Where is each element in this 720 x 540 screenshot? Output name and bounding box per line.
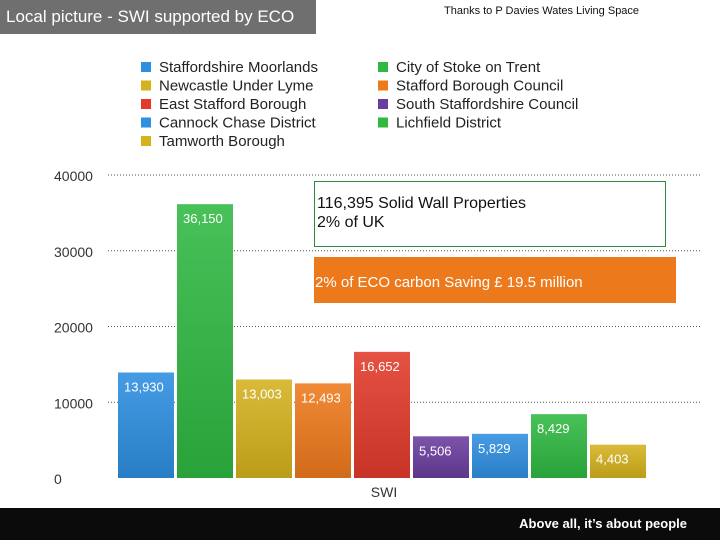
footer-slogan: Above all, it’s about people <box>519 516 687 531</box>
legend-swatch <box>141 99 151 109</box>
callout-box: 116,395 Solid Wall Properties 2% of UK <box>314 181 666 247</box>
y-tick-label: 10000 <box>54 395 93 411</box>
legend-swatch <box>141 62 151 72</box>
y-tick-label: 20000 <box>54 320 93 336</box>
bar-lichfield-district <box>531 414 587 478</box>
bar-value-label: 16,652 <box>360 359 400 374</box>
bar-chart: 0 10000 20000 30000 40000 SWI Staffordshire M… <box>54 59 700 500</box>
bar-city-of-stoke-on-trent <box>177 204 233 478</box>
legend-label: Newcastle Under Lyme <box>159 78 314 95</box>
legend-swatch <box>378 99 388 109</box>
bar-tamworth-borough <box>590 444 646 478</box>
legend-label: Tamworth Borough <box>159 133 285 150</box>
y-tick-label: 0 <box>54 471 62 487</box>
y-tick-label: 30000 <box>54 244 93 260</box>
legend-swatch <box>141 117 151 128</box>
footer-bar: Above all, it’s about people <box>0 508 720 540</box>
bar-value-label: 36,150 <box>183 211 223 226</box>
bar-value-label: 4,403 <box>596 452 629 467</box>
eco-saving-banner: 2% of ECO carbon Saving £ 19.5 million <box>314 257 676 303</box>
bar-staffordshire-moorlands <box>118 372 174 478</box>
legend-label: Staffordshire Moorlands <box>159 59 318 76</box>
bar-value-label: 13,930 <box>124 379 164 394</box>
x-axis-label: SWI <box>371 484 397 500</box>
bar-value-label: 13,003 <box>242 387 282 402</box>
legend-swatch <box>141 80 151 91</box>
legend-label: East Stafford Borough <box>159 96 306 113</box>
bar-east-stafford-borough <box>354 351 410 478</box>
page-title: Local picture - SWI supported by ECO <box>0 0 316 34</box>
bar-value-label: 5,829 <box>478 441 511 456</box>
bar-newcastle-under-lyme <box>236 379 292 478</box>
bar-value-label: 12,493 <box>301 390 341 405</box>
legend-swatch <box>141 136 151 146</box>
legend-swatch <box>378 117 388 128</box>
legend-label: City of Stoke on Trent <box>396 59 541 76</box>
callout-line-2: 2% of UK <box>317 214 385 231</box>
credit-text: Thanks to P Davies Wates Living Space <box>444 5 640 17</box>
legend-label: Lichfield District <box>396 115 502 132</box>
bar-cannock-chase-district <box>472 433 528 478</box>
bar-value-label: 8,429 <box>537 421 570 436</box>
legend-label: Stafford Borough Council <box>396 78 563 95</box>
legend-label: South Staffordshire Council <box>396 96 578 113</box>
callout-line-1: 116,395 Solid Wall Properties <box>317 195 526 212</box>
legend-label: Cannock Chase District <box>159 115 317 132</box>
legend-swatch <box>378 62 388 72</box>
legend-swatch <box>378 80 388 91</box>
bar-stafford-borough-council <box>295 383 351 478</box>
bar-value-label: 5,506 <box>419 443 452 458</box>
y-tick-label: 40000 <box>54 168 93 184</box>
bar-south-staffordshire-council <box>413 436 469 478</box>
